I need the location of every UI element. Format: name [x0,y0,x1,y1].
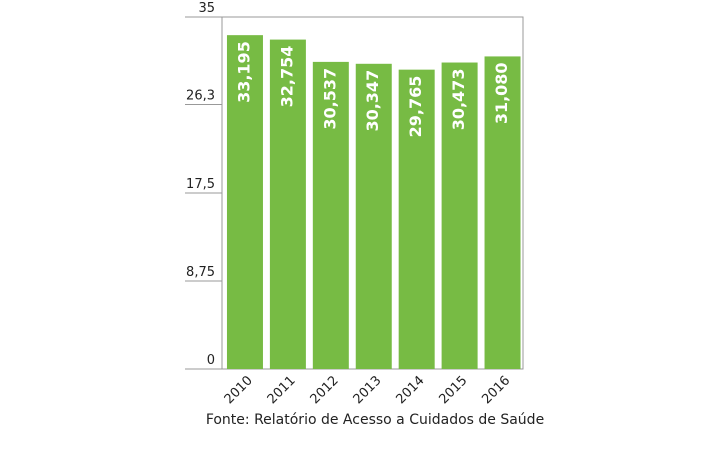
y-tick-label: 17,5 [186,177,215,192]
bar [398,69,435,369]
y-tick-label: 26,3 [186,88,215,103]
bar [269,39,306,369]
value-label: 32,754 [277,46,296,108]
value-label: 30,537 [320,68,339,130]
bar [484,56,521,369]
value-label: 31,080 [492,62,511,124]
bar [226,35,263,370]
value-label: 30,473 [449,69,468,131]
bar [312,61,349,369]
value-label: 30,347 [363,70,382,132]
y-tick-label: 8,75 [186,265,215,280]
x-tick-label: 2016 [479,373,513,407]
value-label: 33,195 [234,41,253,103]
x-tick-label: 2014 [393,373,427,407]
bar [441,62,478,369]
x-tick-label: 2013 [351,373,385,407]
value-label: 29,765 [406,76,425,138]
x-tick-label: 2012 [308,373,342,407]
x-tick-label: 2011 [265,373,299,407]
x-tick-label: 2015 [436,373,470,407]
source-note: Fonte: Relatório de Acesso a Cuidados de… [206,412,544,428]
y-tick-label: 35 [198,1,215,16]
y-tick-label: 0 [207,353,215,368]
x-tick-label: 2010 [222,373,256,407]
bar [355,63,392,369]
